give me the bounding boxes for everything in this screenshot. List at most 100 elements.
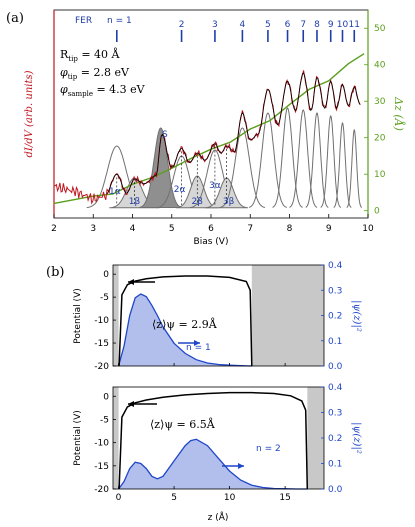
arrow-head bbox=[194, 340, 200, 346]
shaded-sample-region bbox=[307, 387, 324, 489]
y-axis-label-potential-n2: Potential (V) bbox=[73, 410, 83, 465]
measured-didv-series bbox=[53, 70, 361, 205]
x-axis-label-bias: Bias (V) bbox=[194, 237, 229, 247]
param-phi-tip: φtip = 2.8 eV bbox=[60, 66, 130, 81]
fitted-peak-7 bbox=[289, 109, 318, 208]
potential-curve-n1 bbox=[118, 275, 253, 367]
fitted-peak-11 bbox=[346, 129, 363, 208]
bias-tick-label: 8 bbox=[287, 224, 293, 234]
y-axis-label-psi-n2: |ψ(z)|² bbox=[351, 422, 362, 454]
fer-number-n5: 5 bbox=[265, 20, 271, 30]
peak-label: 1α bbox=[109, 187, 121, 197]
psi-tick-label: 0.1 bbox=[328, 460, 342, 470]
psi-tick-label: 0.3 bbox=[328, 286, 342, 296]
potential-tick-label: -20 bbox=[94, 485, 109, 495]
bias-tick-label: 10 bbox=[362, 224, 374, 234]
arrow-head bbox=[238, 463, 244, 469]
z-tick-label: 5 bbox=[171, 493, 177, 503]
peak-label: 3α bbox=[209, 181, 221, 191]
y-axis-label-psi-n1: |ψ(z)|² bbox=[351, 300, 362, 332]
bias-tick-label: 5 bbox=[169, 224, 175, 234]
psi-tick-label: 0.1 bbox=[328, 337, 342, 347]
dz-tick-label: 50 bbox=[374, 24, 386, 34]
param-phi-sample: φsample = 4.3 eV bbox=[60, 83, 146, 98]
psi-tick-label: 0.4 bbox=[328, 383, 343, 393]
bias-tick-label: 6 bbox=[208, 224, 214, 234]
n-label-n2: n = 2 bbox=[256, 444, 281, 454]
bias-axis-ticks: 2 3 4 5 6 7 8 9 10 bbox=[51, 214, 374, 234]
peak-label: 2β bbox=[192, 197, 204, 207]
bias-tick-label: 9 bbox=[326, 224, 332, 234]
potential-tick-label: 0 bbox=[103, 270, 109, 280]
dz-tick-label: 40 bbox=[374, 61, 386, 71]
potential-tick-label: -15 bbox=[94, 339, 109, 349]
bias-tick-label: 7 bbox=[247, 224, 253, 234]
wavefunction-fill bbox=[118, 439, 308, 489]
psi-mean-n1: ⟨z⟩ψ = 2.9Å bbox=[152, 317, 218, 331]
fitted-peak-S bbox=[139, 127, 183, 208]
wavefunction-line bbox=[117, 293, 252, 367]
psi-mean-n2: ⟨z⟩ψ = 6.5Å bbox=[150, 417, 216, 431]
fer-number-n9: 9 bbox=[328, 20, 334, 30]
bias-tick-label: 4 bbox=[130, 224, 136, 234]
psi-tick-label: 0.0 bbox=[328, 362, 343, 372]
panel-b-label: (b) bbox=[46, 265, 64, 280]
bias-tick-label: 3 bbox=[90, 224, 96, 234]
potential-tick-label: 0 bbox=[103, 392, 109, 402]
arrow-head bbox=[128, 279, 134, 285]
fer-number-n10: 10 bbox=[337, 20, 349, 30]
shaded-sample-region bbox=[251, 265, 324, 366]
fer-number-n6: 6 bbox=[285, 20, 291, 30]
psi-tick-label: 0.3 bbox=[328, 409, 342, 419]
fer-number-n8: 8 bbox=[314, 20, 320, 30]
psi-tick-label: 0.4 bbox=[328, 261, 343, 271]
psi-tick-label: 0.0 bbox=[328, 485, 343, 495]
fer-number-n3: 3 bbox=[212, 20, 218, 30]
potential-tick-label: -5 bbox=[100, 293, 109, 303]
bias-tick-label: 2 bbox=[51, 224, 57, 234]
wavefunction-n2 bbox=[118, 438, 308, 490]
potential-plot-n1: 0-5-10-15-20 0.00.10.20.30.4 ⟨z⟩ψ = 2.9Å … bbox=[73, 261, 362, 372]
fitted-peaks bbox=[86, 107, 363, 209]
fitted-peak-5 bbox=[248, 112, 287, 208]
axis-ticks-n1: 0 -5 -10 -15 -20 0.0 0.1 0.2 0.3 0.4 bbox=[94, 261, 342, 372]
potential-tick-label: -10 bbox=[94, 439, 109, 449]
fitted-peak-3β bbox=[205, 177, 249, 209]
shaded-tip-region bbox=[113, 387, 119, 489]
wavefunction-n1 bbox=[117, 293, 252, 367]
potential-line bbox=[118, 391, 309, 490]
dz-axis-ticks: 0 10 20 30 40 50 bbox=[364, 24, 386, 217]
surface-state-label: S bbox=[162, 130, 168, 140]
param-rtip: Rtip = 40 Å bbox=[60, 47, 121, 63]
y-axis-label-dz: Δz (Å) bbox=[392, 96, 406, 131]
peak-label: 3β bbox=[223, 197, 235, 207]
fitted-peak-4 bbox=[219, 127, 266, 208]
fer-number-n7: 7 bbox=[300, 20, 306, 30]
axis-ticks-n2: 0 5 10 15 0 -5 -10 -15 -20 0.0 0.1 0.2 0.3 0.4 bbox=[94, 383, 342, 503]
potential-tick-label: -10 bbox=[94, 316, 109, 326]
psi-tick-label: 0.2 bbox=[328, 434, 342, 444]
z-tick-label: 10 bbox=[224, 493, 236, 503]
x-axis-label-z: z (Å) bbox=[208, 511, 229, 523]
panel-b: (b) 0 -5 -10 -15 -20 0.0 0.1 0.2 0.3 0.4 ⟨z⟩ψ = 2… bbox=[46, 261, 362, 523]
y-axis-label-didv: dI/dV (arb. units) bbox=[24, 70, 35, 157]
fer-number-n2: 2 bbox=[179, 20, 185, 30]
potential-line bbox=[118, 275, 253, 367]
fit-didv-line bbox=[106, 72, 361, 195]
fer-number-n11: 11 bbox=[349, 20, 360, 30]
z-tick-label: 0 bbox=[116, 493, 122, 503]
peak-label: 1β bbox=[129, 197, 141, 207]
potential-plot-n2: 0 5 10 15 0 -5 -10 -15 -20 0.0 0.1 0.2 0.3 0.4 ⟨z⟩ψ =… bbox=[73, 383, 362, 503]
shaded-tip-region bbox=[113, 265, 119, 366]
fitted-peak-6 bbox=[272, 107, 303, 208]
dz-tick-label: 20 bbox=[374, 134, 386, 144]
dz-tick-label: 0 bbox=[374, 207, 380, 217]
potential-tick-label: -5 bbox=[100, 415, 109, 425]
y-axis-label-potential-n1: Potential (V) bbox=[73, 288, 83, 343]
arrow-head bbox=[128, 401, 134, 407]
fer-label: FER bbox=[75, 16, 92, 26]
peak-label: 2α bbox=[174, 185, 186, 195]
fitted-peak-10 bbox=[333, 122, 352, 208]
